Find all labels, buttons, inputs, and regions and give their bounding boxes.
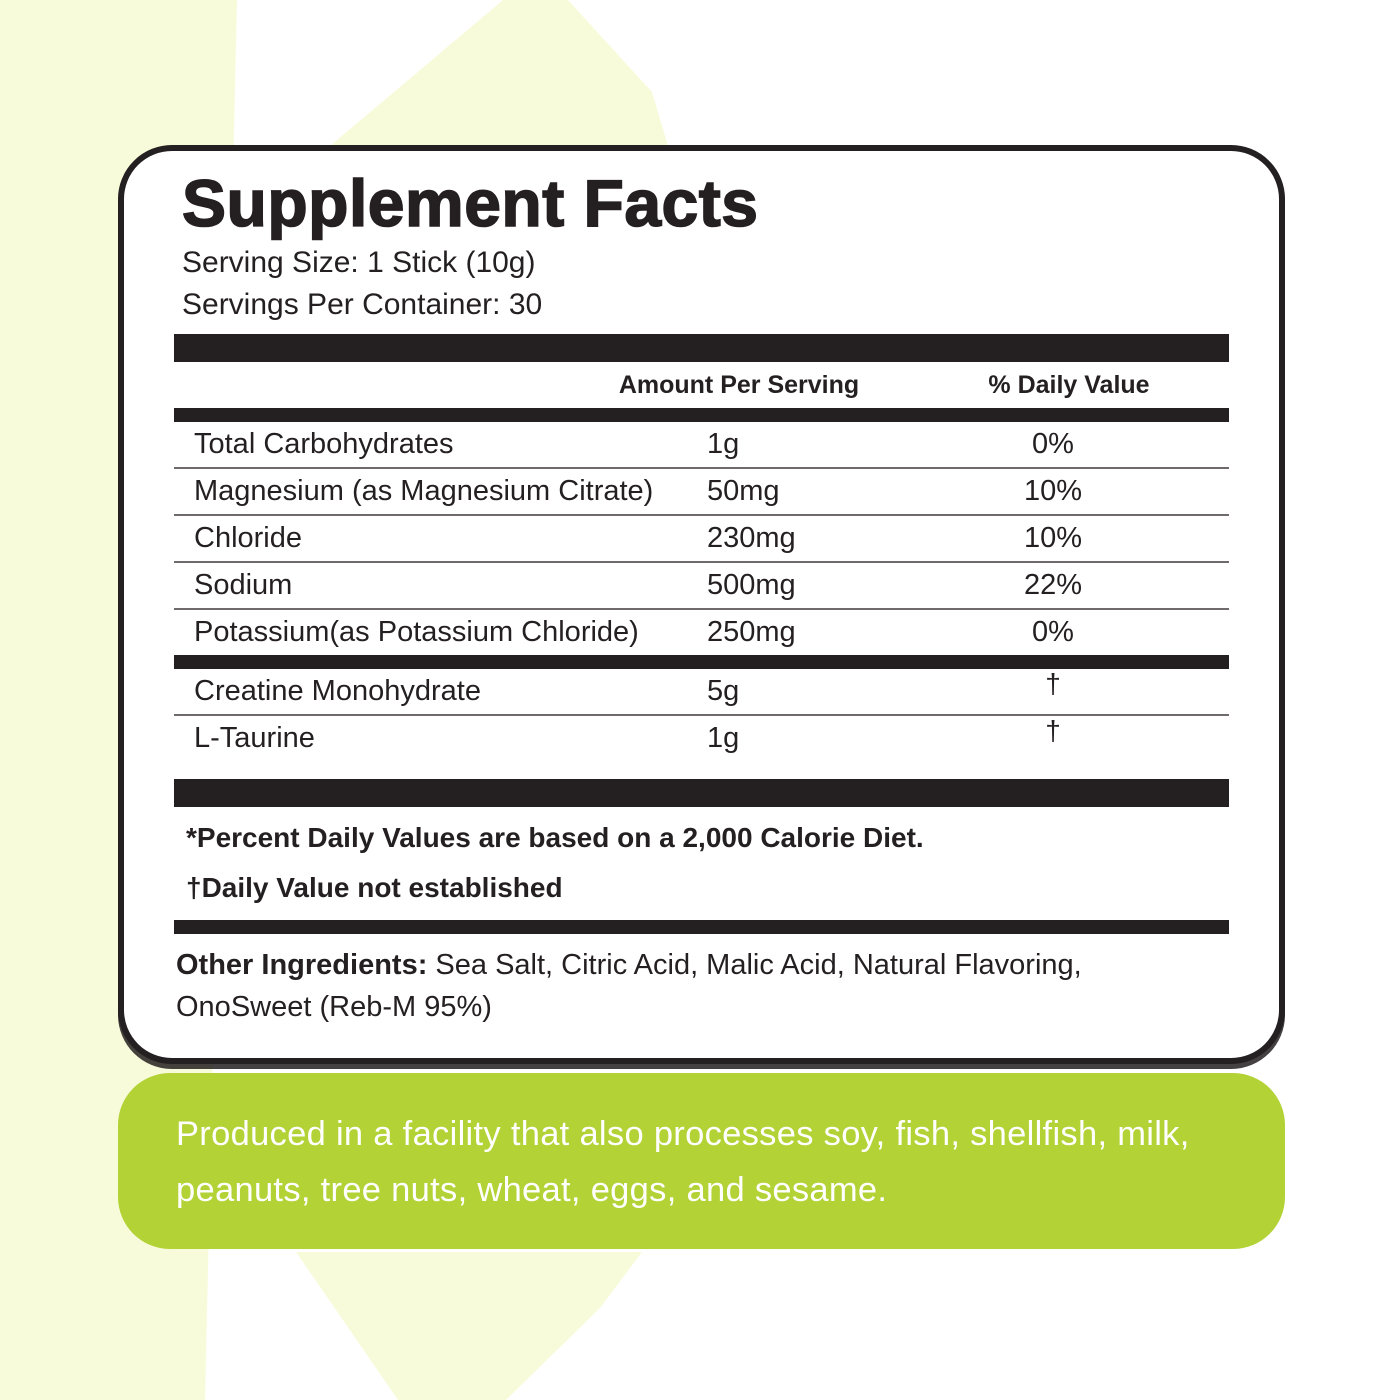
table-row: Potassium(as Potassium Chloride) 250mg 0…	[174, 610, 1229, 655]
nutrient-amount: 230mg	[707, 522, 796, 554]
nutrient-name: Total Carbohydrates	[194, 428, 454, 460]
nutrient-daily-value: 0%	[1032, 428, 1074, 460]
nutrient-daily-value: †	[1045, 667, 1061, 699]
nutrient-name: Sodium	[194, 569, 293, 601]
nutrient-amount: 500mg	[707, 569, 796, 601]
section-bar	[174, 334, 1229, 362]
section-bar	[174, 655, 1229, 669]
dagger-footnote: †Daily Value not established	[186, 872, 563, 903]
supplement-facts-panel: Supplement Facts Serving Size: 1 Stick (…	[118, 145, 1285, 1064]
other-ingredients-paragraph: Other Ingredients: Sea Salt, Citric Acid…	[176, 944, 1221, 1028]
section-bar	[174, 920, 1229, 934]
table-row: Total Carbohydrates 1g 0%	[174, 422, 1229, 469]
other-ingredients-label: Other Ingredients:	[176, 949, 428, 981]
panel-title: Supplement Facts	[181, 166, 759, 240]
nutrient-amount: 250mg	[707, 616, 796, 648]
nutrient-amount: 1g	[707, 428, 740, 460]
nutrient-name: Creatine Monohydrate	[194, 675, 481, 707]
daily-value-column-header: % Daily Value	[988, 370, 1150, 399]
nutrient-amount: 5g	[707, 675, 740, 707]
table-row: Chloride 230mg 10%	[174, 516, 1229, 563]
amount-column-header: Amount Per Serving	[618, 370, 860, 399]
allergen-statement-box: Produced in a facility that also process…	[118, 1073, 1285, 1249]
servings-per-container-line: Servings Per Container: 30	[182, 288, 543, 321]
nutrient-daily-value: †	[1045, 714, 1061, 746]
other-ingredients-text: Sea Salt, Citric Acid, Malic Acid, Natur…	[176, 949, 1082, 1023]
nutrient-daily-value: 0%	[1032, 616, 1074, 648]
table-row: Creatine Monohydrate 5g †	[174, 667, 1229, 716]
section-bar	[174, 408, 1229, 422]
nutrient-daily-value: 10%	[1023, 475, 1083, 507]
table-row: Sodium 500mg 22%	[174, 563, 1229, 610]
nutrient-name: L-Taurine	[194, 722, 315, 754]
nutrient-daily-value: 10%	[1023, 522, 1083, 554]
allergen-statement-text: Produced in a facility that also process…	[176, 1115, 1190, 1209]
serving-size-line: Serving Size: 1 Stick (10g)	[182, 246, 536, 279]
nutrient-amount: 1g	[707, 722, 740, 754]
section-bar	[174, 779, 1229, 807]
nutrient-name: Potassium(as Potassium Chloride)	[194, 616, 639, 648]
table-header-row: Amount Per Serving % Daily Value	[174, 362, 1229, 408]
nutrient-daily-value: 22%	[1023, 569, 1083, 601]
nutrient-amount: 50mg	[707, 475, 780, 507]
table-row: L-Taurine 1g †	[174, 714, 1229, 761]
nutrient-name: Chloride	[194, 522, 302, 554]
daily-value-footnote: *Percent Daily Values are based on a 2,0…	[186, 822, 924, 853]
nutrient-name: Magnesium (as Magnesium Citrate)	[194, 475, 654, 507]
table-row: Magnesium (as Magnesium Citrate) 50mg 10…	[174, 469, 1229, 516]
